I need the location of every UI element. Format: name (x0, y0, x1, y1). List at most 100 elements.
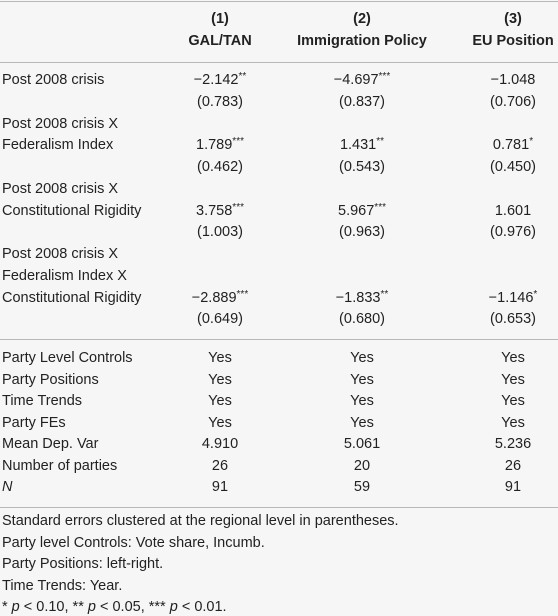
note-part: < 0.01. (177, 599, 227, 616)
standard-error: (0.462) (197, 159, 243, 175)
row-label: Post 2008 crisis (2, 72, 105, 88)
standard-error: (1.003) (197, 224, 243, 241)
section-rule (0, 339, 558, 340)
standard-error: (0.543) (339, 159, 385, 175)
coefficient: −1.146* (489, 288, 538, 308)
note-part: * (2, 599, 12, 616)
notes-rule (0, 507, 558, 508)
coefficient: −2.889*** (192, 288, 248, 308)
cell: 5.061 (343, 436, 381, 452)
significance-stars: *** (232, 136, 244, 148)
cell: 26 (504, 457, 522, 474)
column-number: (3) (504, 11, 522, 27)
standard-error: (0.976) (490, 224, 536, 241)
note: Party Positions: left-right. (2, 556, 164, 573)
cell: Yes (501, 350, 525, 366)
column-name: EU Position (472, 33, 554, 49)
note-part: p (87, 599, 96, 616)
note: Standard errors clustered at the regiona… (2, 513, 399, 529)
significance-stars: *** (374, 201, 386, 213)
coefficient-value: −2.142 (193, 72, 239, 88)
coefficient: 3.758*** (196, 201, 244, 221)
coefficient-value: −1.146 (488, 289, 534, 306)
cell: 4.910 (201, 436, 239, 452)
column-number: (1) (211, 11, 229, 27)
significance-stars: *** (232, 201, 244, 213)
coefficient: −2.142** (194, 70, 247, 90)
coefficient-value: −4.697 (333, 72, 379, 88)
standard-error: (0.783) (197, 93, 243, 110)
significance-stars: ** (380, 288, 389, 300)
row-label: Party Positions (2, 371, 99, 388)
cell: 5.236 (494, 436, 532, 452)
significance-stars: ** (376, 136, 385, 148)
cell: Yes (208, 350, 232, 366)
row-label: N (2, 479, 13, 495)
coefficient-value: 1.789 (196, 137, 233, 154)
cell: Yes (501, 393, 525, 409)
coefficient-value: 5.967 (338, 202, 375, 219)
coefficient: 5.967*** (338, 201, 386, 221)
coefficient: 1.431** (340, 135, 384, 155)
standard-error: (0.653) (490, 311, 536, 328)
significance-stars: * (529, 136, 534, 148)
significance-stars: *** (378, 71, 391, 82)
note: Time Trends: Year. (2, 577, 123, 594)
cell: Yes (350, 350, 374, 366)
column-number: (2) (353, 11, 371, 27)
cell: 26 (211, 457, 229, 474)
coefficient: 1.601 (495, 201, 531, 221)
cell: 91 (211, 479, 229, 495)
note-part: p (169, 599, 178, 616)
coefficient-value: 3.758 (196, 202, 233, 219)
coefficient: −4.697*** (334, 70, 390, 90)
cell: Yes (208, 371, 232, 388)
significance-stars: * (533, 288, 538, 300)
row-label: Constitutional Rigidity (2, 202, 142, 219)
standard-error: (0.680) (339, 311, 385, 328)
significance-stars: *** (236, 288, 249, 300)
row-label: Party Level Controls (2, 350, 133, 366)
standard-error: (0.963) (339, 224, 385, 241)
row-label: Constitutional Rigidity (2, 289, 142, 306)
row-label: Mean Dep. Var (2, 436, 99, 452)
cell: Yes (501, 371, 525, 388)
cell: 59 (353, 479, 371, 495)
row-label: Time Trends (2, 393, 83, 409)
cell: Yes (208, 414, 232, 431)
cell: 20 (353, 457, 371, 474)
cell: Yes (350, 371, 374, 388)
note-part: < 0.05, *** (95, 599, 170, 616)
cell: Yes (350, 414, 374, 431)
coefficient-value: −1.833 (335, 289, 381, 306)
note: Party level Controls: Vote share, Incumb… (2, 534, 265, 551)
standard-error: (0.837) (339, 93, 385, 110)
coefficient-value: 1.431 (339, 137, 377, 154)
top-rule (0, 1, 558, 2)
row-label: Federalism Index X (2, 267, 127, 284)
standard-error: (0.649) (197, 311, 243, 328)
header-rule (0, 62, 558, 63)
significance-stars: ** (238, 71, 247, 82)
standard-error: (0.706) (490, 93, 536, 110)
row-label: Federalism Index (2, 137, 114, 154)
coefficient-value: −2.889 (191, 289, 237, 306)
coefficient-value: 0.781 (492, 137, 530, 154)
column-name: Immigration Policy (297, 33, 427, 49)
row-label: Post 2008 crisis X (2, 246, 119, 262)
coefficient: −1.833** (336, 288, 389, 308)
row-label: Post 2008 crisis X (2, 180, 119, 197)
cell: Yes (501, 414, 525, 431)
coefficient: 0.781* (493, 135, 533, 155)
row-label: Party FEs (2, 414, 66, 431)
note-part: < 0.10, ** (19, 599, 88, 616)
significance-note: * p < 0.10, ** p < 0.05, *** p < 0.01. (2, 597, 227, 616)
coefficient-value: −1.048 (490, 72, 536, 88)
row-label: Number of parties (2, 457, 118, 474)
coefficient-value: 1.601 (494, 202, 532, 219)
note-part: p (11, 599, 20, 616)
coefficient: −1.048 (491, 70, 536, 90)
coefficient: 1.789*** (196, 135, 244, 155)
cell: Yes (208, 393, 232, 409)
cell: Yes (350, 393, 374, 409)
